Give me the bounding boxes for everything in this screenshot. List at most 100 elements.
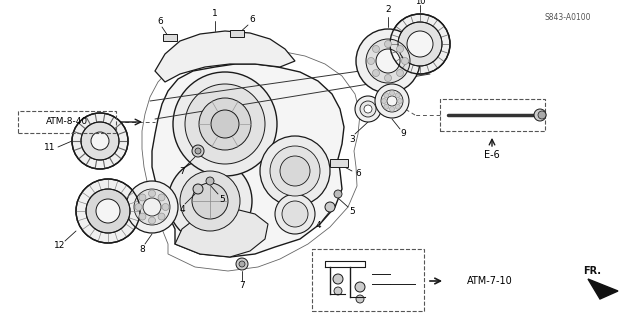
Bar bbox=[440, 99, 545, 131]
Circle shape bbox=[333, 274, 343, 284]
Circle shape bbox=[211, 110, 239, 138]
Circle shape bbox=[76, 179, 140, 243]
Circle shape bbox=[173, 72, 277, 176]
Polygon shape bbox=[588, 279, 618, 299]
Circle shape bbox=[91, 132, 109, 150]
Polygon shape bbox=[175, 209, 268, 257]
Text: 8: 8 bbox=[139, 244, 145, 254]
Bar bbox=[312, 249, 424, 311]
Circle shape bbox=[355, 96, 381, 122]
Text: 6: 6 bbox=[249, 16, 255, 25]
Circle shape bbox=[385, 41, 392, 48]
Circle shape bbox=[398, 22, 442, 66]
Polygon shape bbox=[155, 31, 295, 82]
Bar bbox=[230, 30, 244, 37]
Circle shape bbox=[376, 49, 400, 73]
Circle shape bbox=[384, 93, 389, 98]
Polygon shape bbox=[152, 64, 344, 257]
Text: 7: 7 bbox=[239, 281, 245, 291]
Text: 6: 6 bbox=[355, 169, 361, 179]
Text: 10: 10 bbox=[415, 0, 425, 6]
Circle shape bbox=[236, 258, 248, 270]
Circle shape bbox=[199, 98, 251, 150]
Circle shape bbox=[162, 204, 169, 211]
Circle shape bbox=[360, 101, 376, 117]
Circle shape bbox=[334, 287, 342, 295]
Circle shape bbox=[534, 109, 546, 121]
Bar bbox=[330, 159, 348, 167]
Circle shape bbox=[96, 199, 120, 223]
Circle shape bbox=[135, 204, 142, 211]
Circle shape bbox=[356, 295, 364, 303]
Circle shape bbox=[407, 31, 433, 57]
Text: 2: 2 bbox=[385, 5, 391, 14]
Bar bbox=[163, 34, 177, 41]
Circle shape bbox=[395, 93, 400, 98]
Circle shape bbox=[81, 122, 119, 160]
Circle shape bbox=[239, 261, 245, 267]
Circle shape bbox=[355, 282, 365, 292]
Circle shape bbox=[72, 113, 128, 169]
Circle shape bbox=[397, 99, 403, 103]
Text: 1: 1 bbox=[212, 10, 218, 19]
Circle shape bbox=[381, 90, 403, 112]
Circle shape bbox=[206, 177, 214, 185]
Text: 7: 7 bbox=[179, 167, 185, 175]
Circle shape bbox=[126, 181, 178, 233]
Text: ATM-8-40: ATM-8-40 bbox=[46, 117, 88, 127]
Circle shape bbox=[372, 46, 380, 53]
Circle shape bbox=[390, 107, 394, 112]
Text: 4: 4 bbox=[179, 204, 185, 213]
Circle shape bbox=[168, 159, 252, 243]
Text: 5: 5 bbox=[219, 195, 225, 204]
Circle shape bbox=[366, 39, 410, 83]
Bar bbox=[18, 111, 116, 133]
Text: S843-A0100: S843-A0100 bbox=[545, 12, 591, 21]
Circle shape bbox=[158, 194, 165, 201]
Circle shape bbox=[381, 99, 387, 103]
Circle shape bbox=[334, 190, 342, 198]
Text: E-6: E-6 bbox=[484, 150, 500, 160]
Circle shape bbox=[384, 104, 389, 109]
Circle shape bbox=[395, 104, 400, 109]
Circle shape bbox=[325, 202, 335, 212]
Circle shape bbox=[375, 84, 409, 118]
Circle shape bbox=[158, 213, 165, 220]
Circle shape bbox=[143, 198, 161, 216]
Text: 6: 6 bbox=[157, 17, 163, 26]
Circle shape bbox=[275, 194, 315, 234]
Circle shape bbox=[372, 70, 380, 77]
Circle shape bbox=[270, 146, 320, 196]
Circle shape bbox=[260, 136, 330, 206]
Circle shape bbox=[148, 217, 156, 224]
Text: 9: 9 bbox=[400, 129, 406, 137]
Circle shape bbox=[397, 46, 404, 53]
Text: ATM-7-10: ATM-7-10 bbox=[467, 276, 513, 286]
Text: 4: 4 bbox=[315, 221, 321, 231]
Circle shape bbox=[195, 148, 201, 154]
Circle shape bbox=[180, 171, 240, 231]
Text: 5: 5 bbox=[349, 206, 355, 216]
Circle shape bbox=[86, 189, 130, 233]
Circle shape bbox=[385, 75, 392, 81]
Circle shape bbox=[367, 57, 374, 64]
Circle shape bbox=[192, 183, 228, 219]
Circle shape bbox=[193, 184, 203, 194]
Text: 12: 12 bbox=[54, 241, 66, 250]
Circle shape bbox=[401, 57, 408, 64]
Circle shape bbox=[390, 91, 394, 95]
Circle shape bbox=[134, 189, 170, 225]
Circle shape bbox=[280, 156, 310, 186]
Circle shape bbox=[397, 70, 404, 77]
Circle shape bbox=[364, 105, 372, 113]
Text: 11: 11 bbox=[44, 143, 56, 152]
Text: 3: 3 bbox=[349, 135, 355, 144]
Circle shape bbox=[538, 111, 546, 119]
Circle shape bbox=[282, 201, 308, 227]
Circle shape bbox=[185, 84, 265, 164]
Circle shape bbox=[192, 145, 204, 157]
Circle shape bbox=[390, 14, 450, 74]
Text: FR.: FR. bbox=[583, 266, 601, 276]
Circle shape bbox=[356, 29, 420, 93]
Circle shape bbox=[139, 213, 146, 220]
